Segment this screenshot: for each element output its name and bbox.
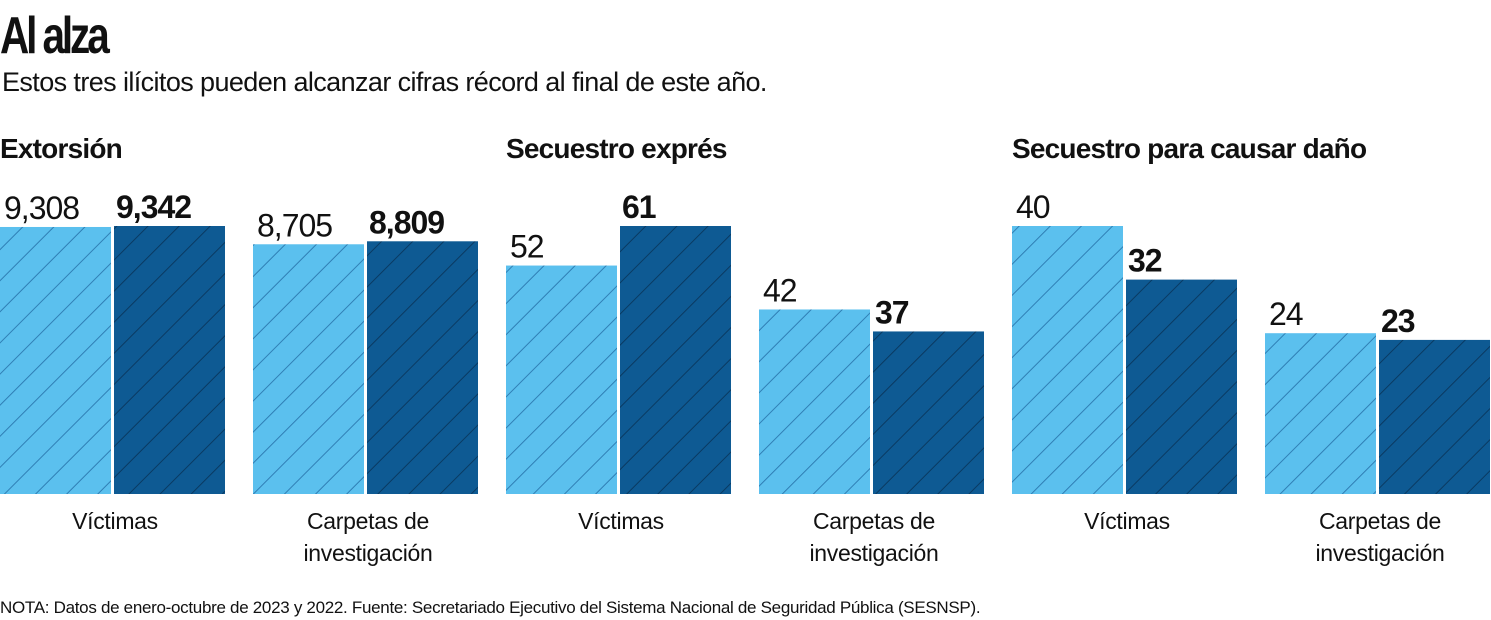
data-label: 32 <box>1128 243 1162 279</box>
bar-2022-1-0 <box>506 265 617 494</box>
category-label: Víctimas <box>72 508 158 534</box>
bar-2022-2-0 <box>1012 226 1123 494</box>
bar-2023-1-1 <box>873 331 984 494</box>
data-label: 8,809 <box>369 204 444 240</box>
bar-2023-1-0 <box>620 226 731 494</box>
panel-title-secuestro-dano: Secuestro para causar daño <box>1012 133 1367 164</box>
data-label: 23 <box>1381 303 1415 339</box>
bar-2022-0-1 <box>253 244 364 494</box>
source-note: NOTA: Datos de enero-octubre de 2023 y 2… <box>0 598 981 617</box>
panel-title-secuestro-expres: Secuestro exprés <box>506 133 727 164</box>
bar-2022-2-1 <box>1265 333 1376 494</box>
category-label: Carpetas de investigación <box>303 508 433 566</box>
category-label: Carpetas de investigación <box>1315 508 1445 566</box>
data-label: 9,308 <box>4 190 79 226</box>
data-label: 42 <box>763 272 797 308</box>
bar-2023-0-0 <box>114 226 225 494</box>
category-label: Carpetas de investigación <box>809 508 939 566</box>
bar-2023-2-0 <box>1126 279 1237 494</box>
data-label: 24 <box>1269 296 1303 332</box>
data-label: 61 <box>622 189 656 225</box>
chart-title: Al alza <box>0 7 110 65</box>
category-label: Víctimas <box>578 508 664 534</box>
bars-group: 9,308 9,342 8,705 8,809 52 61 42 37 40 32 24 23 <box>0 189 1490 494</box>
bar-2022-1-1 <box>759 309 870 494</box>
bar-2023-2-1 <box>1379 339 1490 494</box>
panel-title-extorsion: Extorsión <box>0 133 123 164</box>
bar-2023-0-1 <box>367 241 478 494</box>
category-label: Víctimas <box>1084 508 1170 534</box>
data-label: 8,705 <box>257 207 332 243</box>
chart-subtitle: Estos tres ilícitos pueden alcanzar cifr… <box>2 67 767 97</box>
data-label: 37 <box>875 294 909 330</box>
bar-2022-0-0 <box>0 226 111 494</box>
data-label: 52 <box>510 229 544 265</box>
data-label: 40 <box>1016 189 1050 225</box>
data-label: 9,342 <box>116 189 191 225</box>
